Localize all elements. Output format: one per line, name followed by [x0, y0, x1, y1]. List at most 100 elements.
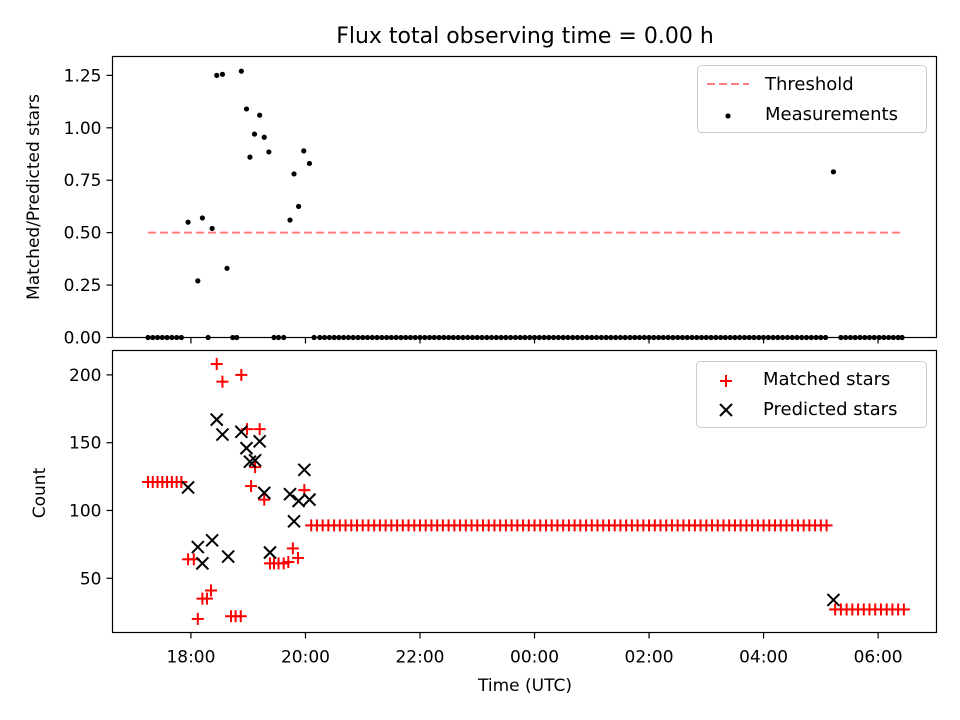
- matched-star-point: [175, 476, 188, 489]
- measurement-point: [266, 149, 272, 155]
- matched-star-point: [253, 423, 266, 436]
- measurement-point: [512, 334, 519, 341]
- measurement-point: [503, 334, 509, 341]
- count-x-tick-label: 22:00: [395, 648, 444, 668]
- measurement-point: [164, 334, 170, 341]
- matched-star-point: [204, 584, 217, 597]
- count-x-tick-label: 06:00: [854, 648, 903, 668]
- count-plot-frame: [111, 349, 938, 634]
- predicted-star-point: [248, 453, 262, 468]
- measurement-point: [484, 334, 490, 341]
- measurement-point: [527, 334, 533, 341]
- predicted-star-point: [243, 454, 257, 469]
- measurement-point: [195, 278, 201, 284]
- predicted-x-b: [239, 441, 254, 455]
- matched-star-point: [282, 556, 295, 568]
- measurement-point: [311, 334, 317, 341]
- measurement-point: [287, 217, 293, 223]
- measurement-point: [275, 334, 282, 341]
- predicted-x-b: [243, 454, 257, 469]
- measurement-point: [613, 334, 619, 341]
- predicted-x-b: [205, 533, 219, 548]
- count-legend: Matched stars Predicted stars: [696, 361, 927, 428]
- predicted-x-b: [291, 494, 306, 508]
- count-x-tick-label: 02:00: [625, 648, 674, 668]
- measurement-point: [350, 334, 356, 341]
- measurement-point: [741, 334, 748, 341]
- measurement-point: [251, 131, 258, 137]
- measurement-point: [871, 334, 877, 341]
- measurement-point: [598, 334, 604, 341]
- measurement-point: [808, 334, 814, 341]
- measurement-point: [306, 160, 313, 167]
- chart-title: Flux total observing time = 0.00 h: [336, 24, 714, 49]
- measurement-point: [450, 334, 456, 341]
- predicted-x-b: [221, 549, 235, 564]
- measurement-point: [737, 334, 743, 341]
- predicted-star-point: [302, 492, 317, 507]
- measurement-point: [321, 334, 328, 341]
- measurement-point: [199, 215, 206, 221]
- measurement-point: [169, 334, 175, 341]
- measurement-point: [257, 112, 263, 118]
- measurement-point: [579, 334, 585, 341]
- measurement-point: [403, 334, 409, 341]
- measurement-point: [431, 334, 437, 341]
- measurement-point: [636, 334, 643, 341]
- predicted-star-point: [195, 556, 210, 571]
- matched-star-point: [210, 358, 223, 371]
- count-y-tick-label: 200: [69, 366, 101, 386]
- measurement-point: [247, 154, 253, 160]
- measurement-point: [465, 334, 471, 341]
- ratio-y-tick-label: 1.00: [64, 119, 102, 139]
- measurement-point: [224, 265, 230, 271]
- measurement-point: [675, 334, 681, 341]
- matched-legend-swatch: [720, 375, 732, 387]
- predicted-x-b: [210, 412, 224, 427]
- measurement-point: [460, 334, 466, 341]
- matched-legend-label: Matched stars: [763, 369, 890, 390]
- matched-star-point: [245, 480, 258, 493]
- measurement-point: [355, 334, 361, 341]
- measurement-point: [784, 334, 791, 341]
- ratio-y-ticks: 0.00 0.25 0.50 0.75 1.00 1.25: [64, 66, 113, 349]
- ratio-legend: Threshold Measurements: [697, 65, 927, 133]
- matched-star-point: [216, 375, 229, 388]
- measurement-point: [574, 334, 581, 341]
- measurement-point: [154, 334, 161, 341]
- measurement-point: [541, 334, 547, 341]
- ratio-y-tick-label: 0.25: [64, 276, 102, 296]
- measurement-point: [426, 334, 433, 341]
- predicted-x-b: [287, 514, 301, 529]
- measurement-point: [301, 148, 307, 154]
- predicted-x-b: [234, 425, 249, 439]
- measurement-point: [374, 334, 380, 341]
- measurement-point: [632, 334, 638, 341]
- predicted-star-point: [234, 425, 249, 439]
- measurement-point: [336, 334, 342, 341]
- measurement-point: [531, 334, 538, 341]
- measurement-point: [684, 334, 690, 341]
- predicted-x-b: [263, 545, 277, 560]
- measurement-point: [388, 334, 394, 341]
- measurement-point: [646, 334, 652, 341]
- measurement-point: [474, 334, 480, 341]
- predicted-x-b: [297, 463, 312, 477]
- measurement-point: [593, 334, 600, 341]
- measurement-point: [895, 334, 901, 341]
- measurement-point: [770, 334, 776, 341]
- predicted-star-point: [283, 487, 297, 501]
- measurement-point: [822, 334, 829, 341]
- predicted-legend-swatch: [719, 403, 733, 417]
- count-x-tick-label: 00:00: [510, 648, 559, 668]
- predicted-x-b: [252, 434, 267, 449]
- measurement-point: [479, 334, 485, 341]
- predicted-x-b: [215, 427, 230, 442]
- predicted-star-point: [291, 494, 306, 508]
- measurement-point: [727, 334, 733, 341]
- measurement-point: [455, 334, 461, 341]
- measurement-point: [857, 334, 863, 341]
- measurement-point: [360, 334, 366, 341]
- measurement-point: [890, 334, 896, 341]
